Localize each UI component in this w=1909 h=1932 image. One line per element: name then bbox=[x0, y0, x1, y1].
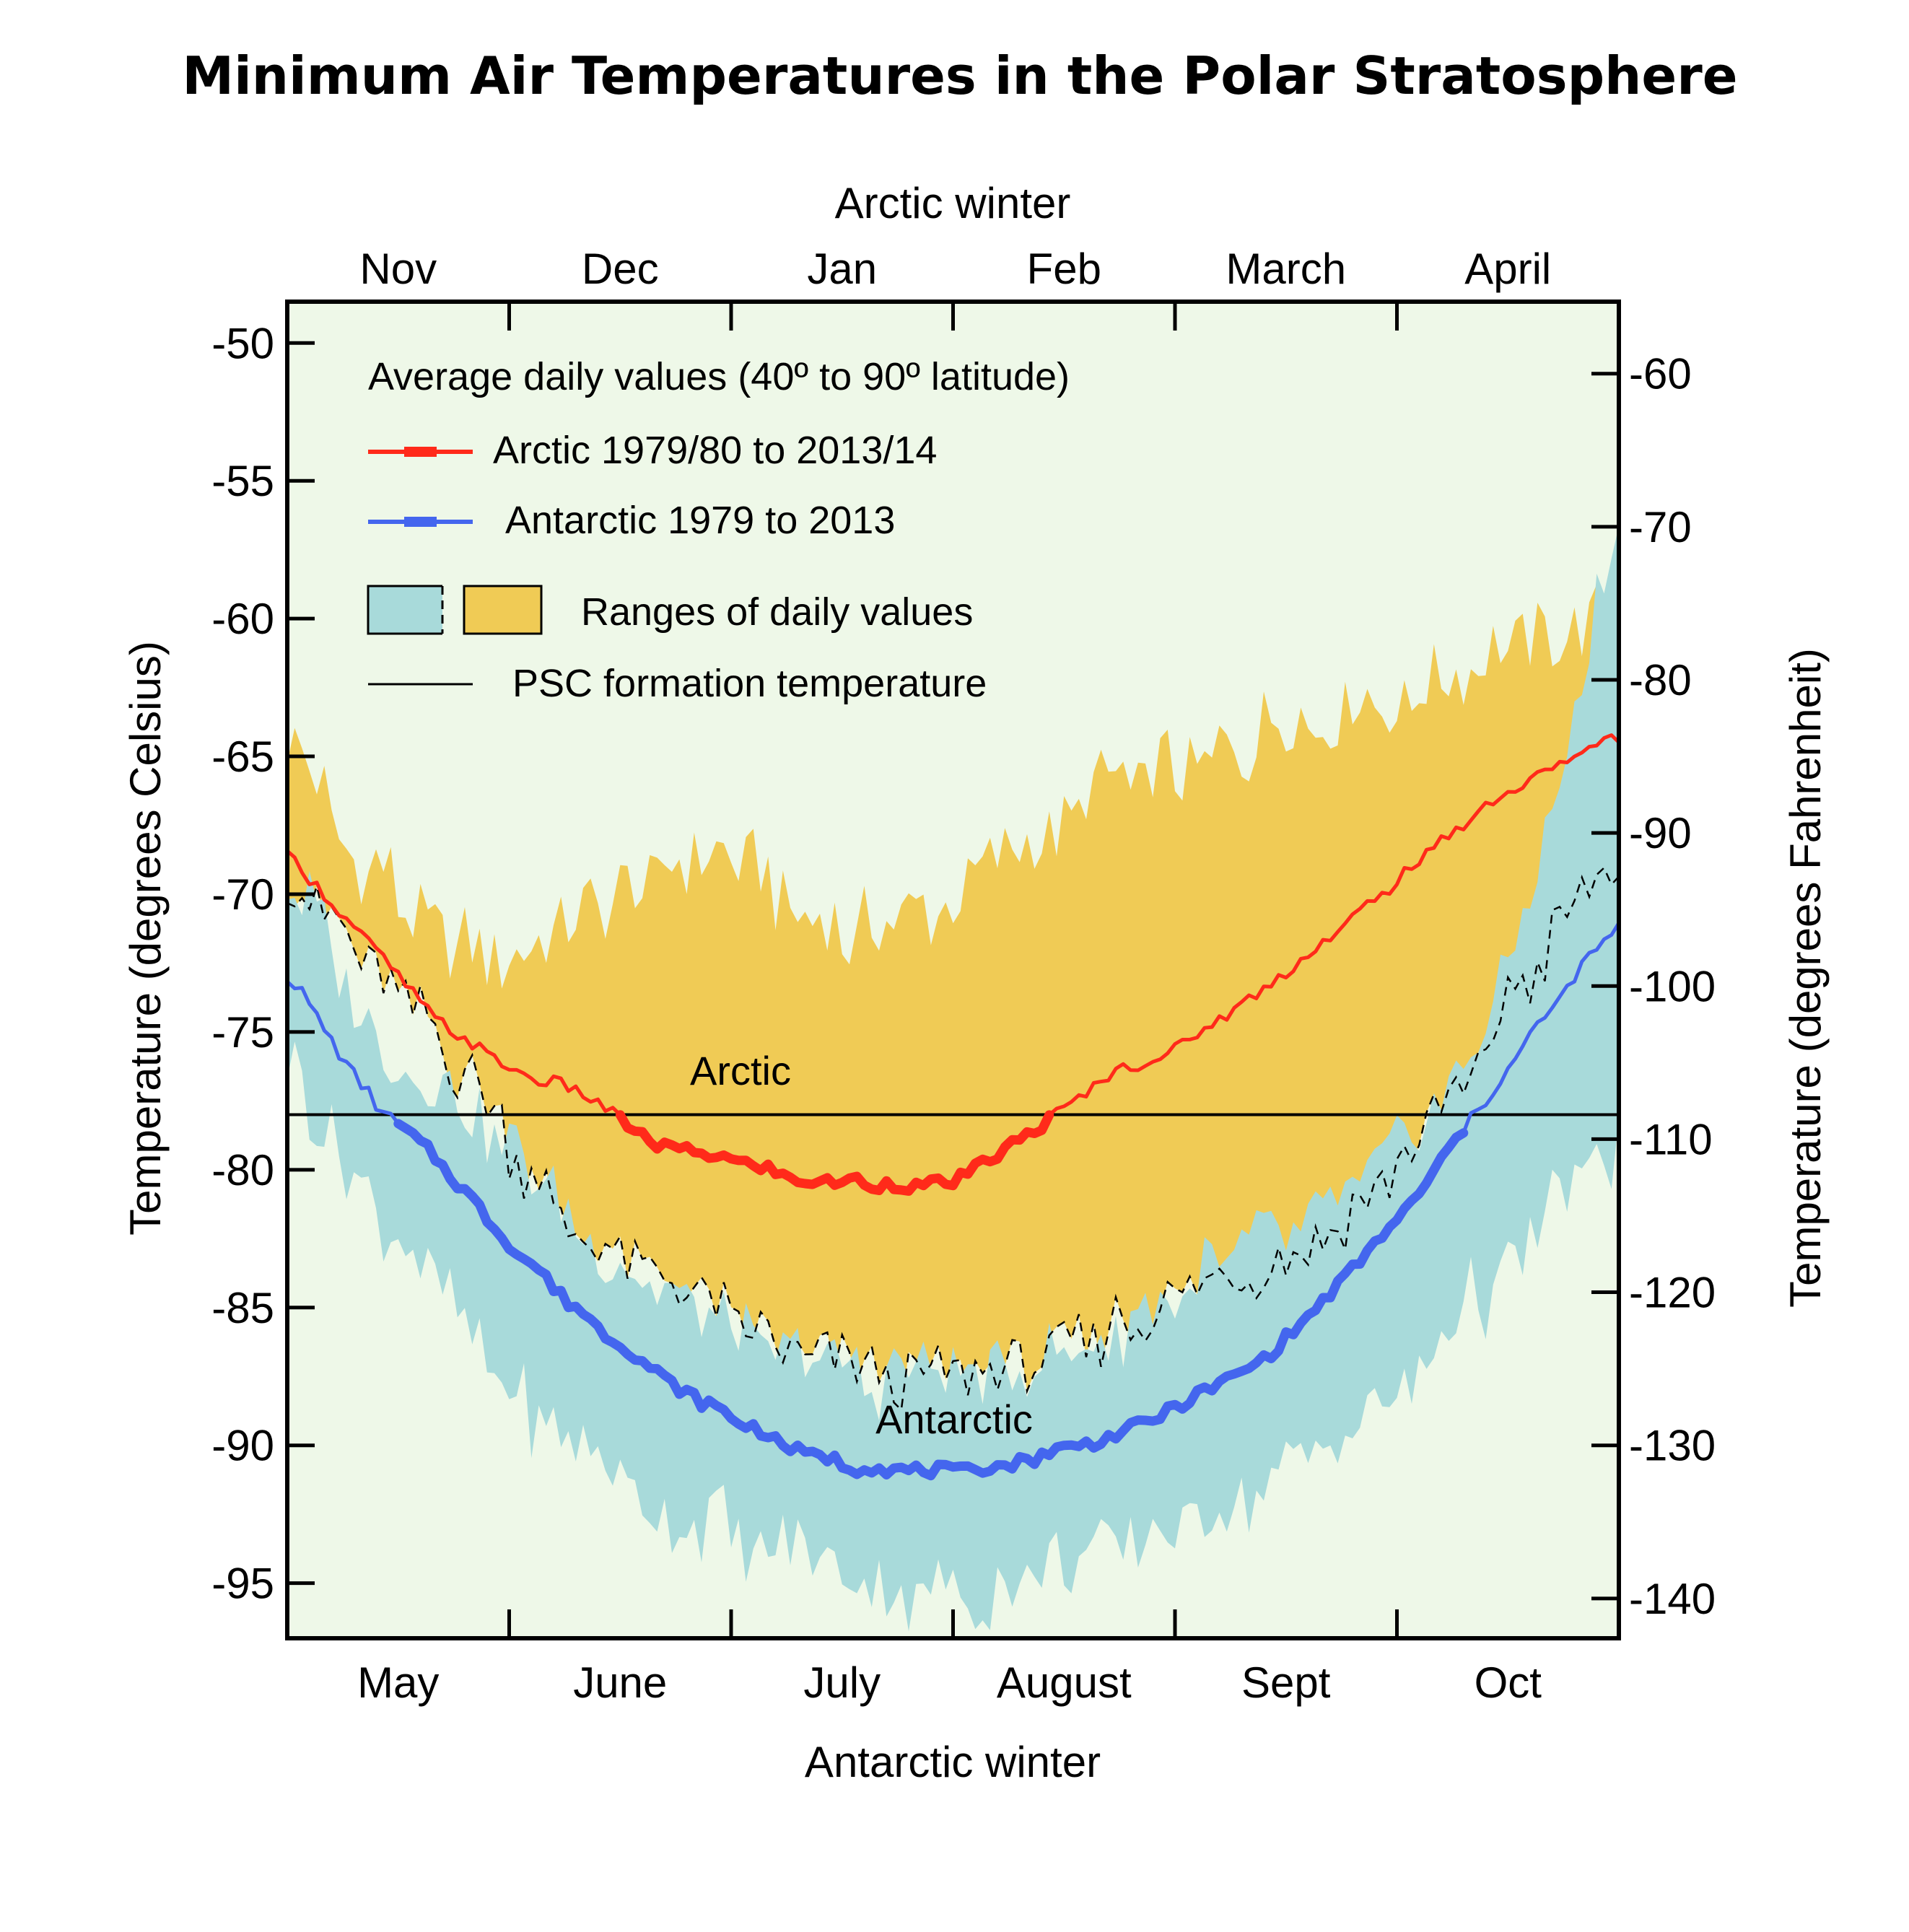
chart-title: Minimum Air Temperatures in the Polar St… bbox=[182, 45, 1737, 106]
fahrenheit-tick-label: -110 bbox=[1629, 1115, 1713, 1163]
antarctic-average-below-psc-segment bbox=[393, 1119, 1469, 1481]
antarctic-month-label: Oct bbox=[1475, 1658, 1542, 1707]
plot-content bbox=[286, 525, 1621, 1632]
celsius-tick-label: -85 bbox=[211, 1284, 274, 1332]
antarctic-month-labels: May June July August Sept Oct bbox=[357, 1658, 1542, 1707]
arctic-month-labels: Nov Dec Jan Feb March April bbox=[359, 245, 1551, 293]
arctic-range-min-dashed-edge bbox=[287, 866, 1620, 1412]
legend-ranges-label: Ranges of daily values bbox=[581, 590, 973, 634]
bottom-axis-title: Antarctic winter bbox=[805, 1738, 1101, 1786]
celsius-tick-label: -90 bbox=[211, 1422, 274, 1470]
axis-ticks bbox=[287, 302, 1619, 1638]
legend: Average daily values (40º to 90º latitud… bbox=[367, 355, 1070, 705]
legend-heading: Average daily values (40º to 90º latitud… bbox=[368, 355, 1070, 398]
antarctic-month-label: May bbox=[357, 1658, 439, 1707]
fahrenheit-tick-label: -120 bbox=[1629, 1269, 1716, 1317]
celsius-tick-label: -75 bbox=[211, 1008, 274, 1057]
arctic-month-label: Nov bbox=[359, 245, 437, 293]
antarctic-month-label: June bbox=[573, 1658, 667, 1707]
arctic-month-label: Dec bbox=[582, 245, 659, 293]
antarctic-month-label: Sept bbox=[1241, 1658, 1331, 1707]
arctic-annotation: Arctic bbox=[690, 1048, 791, 1093]
antarctic-month-label: August bbox=[997, 1658, 1132, 1707]
antarctic-range-band bbox=[287, 525, 1619, 1632]
arctic-month-label: April bbox=[1464, 245, 1551, 293]
celsius-tick-label: -50 bbox=[211, 319, 274, 367]
fahrenheit-tick-label: -140 bbox=[1629, 1575, 1716, 1623]
celsius-tick-label: -65 bbox=[211, 733, 274, 781]
fahrenheit-tick-label: -80 bbox=[1629, 656, 1692, 704]
fahrenheit-tick-label: -130 bbox=[1629, 1422, 1716, 1470]
arctic-range-band bbox=[287, 584, 1619, 1410]
antarctic-annotation: Antarctic bbox=[875, 1396, 1033, 1442]
fahrenheit-tick-label: -100 bbox=[1629, 962, 1716, 1010]
arctic-month-label: Jan bbox=[807, 245, 877, 293]
legend-psc-label: PSC formation temperature bbox=[512, 662, 987, 705]
celsius-tick-labels: -50 -55 -60 -65 -70 -75 -80 -85 -90 -95 bbox=[211, 319, 274, 1607]
fahrenheit-tick-label: -90 bbox=[1629, 809, 1692, 857]
legend-arctic-range-swatch bbox=[463, 585, 543, 635]
arctic-month-label: Feb bbox=[1027, 245, 1101, 293]
legend-arctic-label: Arctic 1979/80 to 2013/14 bbox=[493, 429, 937, 472]
legend-arctic-swatch-mark bbox=[404, 447, 437, 457]
left-axis-title: Temperature (degrees Celsius) bbox=[121, 641, 170, 1236]
celsius-tick-label: -60 bbox=[211, 595, 274, 643]
celsius-tick-label: -80 bbox=[211, 1146, 274, 1194]
fahrenheit-tick-label: -60 bbox=[1629, 350, 1692, 398]
arctic-average-below-psc-segment bbox=[615, 1110, 1054, 1196]
legend-antarctic-range-fill bbox=[368, 586, 442, 634]
legend-antarctic-label: Antarctic 1979 to 2013 bbox=[505, 499, 895, 542]
top-axis-title: Arctic winter bbox=[835, 179, 1071, 227]
legend-antarctic-swatch-mark bbox=[404, 517, 437, 527]
fahrenheit-tick-label: -70 bbox=[1629, 503, 1692, 551]
celsius-tick-label: -70 bbox=[211, 870, 274, 919]
legend-antarctic-range-outline bbox=[367, 585, 442, 635]
arctic-month-label: March bbox=[1226, 245, 1346, 293]
fahrenheit-tick-labels: -60 -70 -80 -90 -100 -110 -120 -130 -140 bbox=[1629, 350, 1716, 1623]
right-axis-title: Temperature (degrees Fahrenheit) bbox=[1781, 648, 1830, 1308]
celsius-tick-label: -95 bbox=[211, 1560, 274, 1608]
antarctic-month-label: July bbox=[803, 1658, 881, 1707]
celsius-tick-label: -55 bbox=[211, 457, 274, 505]
